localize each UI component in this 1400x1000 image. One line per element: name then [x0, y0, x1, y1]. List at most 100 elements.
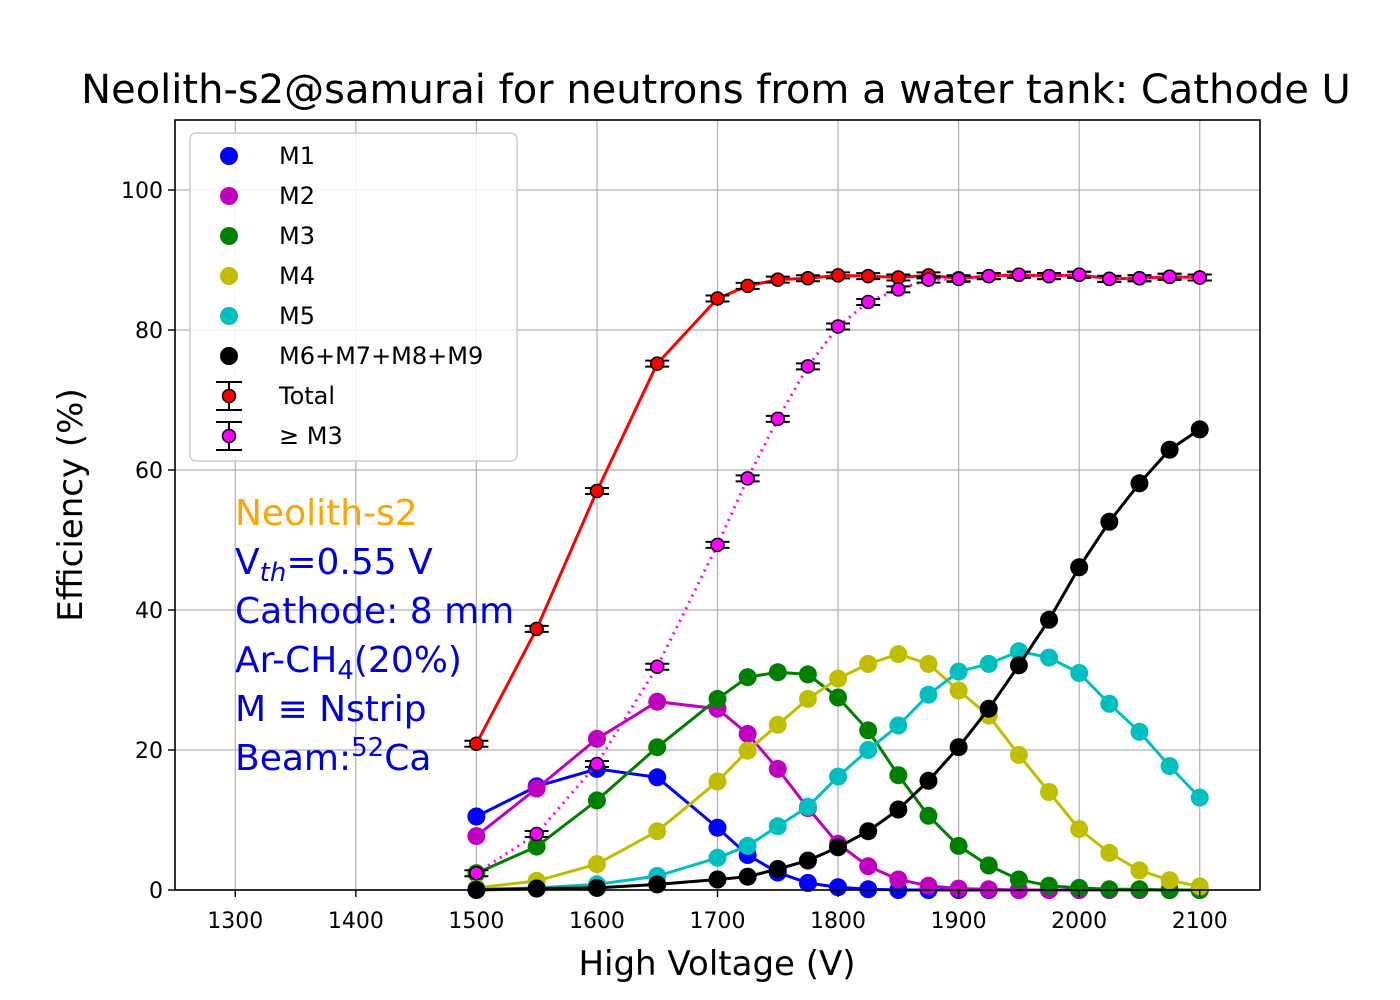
- data-point: [859, 822, 878, 841]
- data-point: [740, 471, 755, 486]
- data-point: [979, 699, 998, 718]
- data-point: [648, 875, 667, 894]
- legend-marker: [220, 267, 238, 285]
- data-point: [1160, 757, 1179, 776]
- annotation-gas-pre: Ar-CH: [235, 640, 337, 681]
- data-point: [829, 767, 848, 786]
- data-point: [1100, 694, 1119, 713]
- annotation-vth-value: =0.55 V: [286, 542, 433, 583]
- series-layer: [464, 267, 1212, 899]
- y-tick-label: 80: [135, 319, 163, 344]
- data-point: [949, 681, 968, 700]
- x-tick-label: 2000: [1051, 909, 1107, 934]
- data-point: [949, 879, 968, 898]
- series-m3: [467, 663, 1209, 899]
- data-point: [889, 800, 908, 819]
- x-axis-title: High Voltage (V): [578, 944, 855, 984]
- x-tick-label: 1300: [207, 909, 263, 934]
- x-tick-label: 1500: [448, 909, 504, 934]
- legend-entry-total: Total: [216, 381, 335, 411]
- chart-title: Neolith-s2@samurai for neutrons from a w…: [81, 67, 1351, 113]
- data-point: [1070, 664, 1089, 682]
- annotation-vth-base: V: [235, 542, 260, 583]
- data-point: [708, 818, 727, 837]
- legend-marker: [220, 307, 238, 325]
- legend-label: Total: [278, 382, 335, 410]
- annotation-vth-sub: th: [260, 558, 287, 588]
- data-point: [798, 665, 817, 684]
- data-point: [949, 662, 968, 681]
- data-point: [1009, 656, 1028, 675]
- data-point: [1040, 876, 1059, 895]
- data-point: [1040, 783, 1059, 801]
- data-point: [829, 688, 848, 707]
- data-point: [710, 537, 725, 553]
- data-point: [587, 791, 606, 810]
- data-point: [860, 268, 876, 284]
- y-tick-label: 40: [135, 599, 163, 624]
- data-point: [738, 724, 757, 743]
- data-point: [859, 721, 878, 740]
- data-point: [467, 807, 486, 826]
- data-point: [527, 837, 546, 856]
- data-point: [829, 878, 848, 897]
- data-point: [708, 689, 727, 708]
- data-point: [889, 870, 908, 889]
- data-point: [649, 356, 665, 371]
- legend-label: M1: [279, 142, 315, 170]
- data-point: [919, 876, 938, 895]
- data-point: [1070, 878, 1089, 897]
- x-tick-label: 1800: [810, 909, 866, 934]
- data-point: [1041, 268, 1057, 284]
- data-point: [951, 271, 966, 287]
- annotation-detector: Neolith-s2: [235, 493, 418, 534]
- legend-entry-m4: M4: [220, 262, 315, 290]
- data-point: [527, 879, 546, 898]
- data-point: [1132, 270, 1147, 286]
- y-tick-label: 20: [135, 739, 163, 764]
- legend-label: ≥ M3: [279, 422, 343, 450]
- legend-label: M2: [279, 182, 315, 210]
- data-point: [891, 270, 906, 285]
- data-point: [860, 294, 876, 310]
- data-point: [469, 865, 484, 881]
- grid-lines: [175, 120, 1260, 891]
- legend: M1 M2 M3 M4 M5 M6+M7+M8+M9 Total ≥ M3: [189, 132, 518, 462]
- series-m4: [467, 645, 1209, 897]
- x-tick-label: 2100: [1172, 909, 1228, 934]
- data-point: [830, 268, 846, 283]
- data-point: [529, 621, 544, 637]
- data-point: [798, 874, 817, 892]
- annotation-gas-sub: 4: [337, 656, 354, 686]
- data-point: [889, 645, 908, 664]
- legend-entry-m3: ≥ M3: [216, 421, 343, 451]
- legend-entry-m1: M1: [220, 142, 315, 170]
- data-point: [1070, 820, 1089, 839]
- legend-label: M6+M7+M8+M9: [279, 342, 483, 370]
- data-point: [708, 772, 727, 791]
- data-point: [919, 654, 938, 673]
- data-point: [648, 768, 667, 787]
- data-point: [1040, 610, 1059, 629]
- data-point: [919, 771, 938, 790]
- data-point: [1130, 722, 1149, 741]
- data-point: [798, 689, 817, 708]
- data-point: [800, 270, 816, 286]
- data-point: [740, 278, 755, 294]
- data-point: [859, 857, 878, 876]
- data-point: [587, 729, 606, 748]
- annotation-gas: Ar-CH4(20%): [235, 640, 462, 686]
- legend-entry-m5: M5: [220, 302, 315, 330]
- data-point: [738, 741, 757, 760]
- data-point: [1130, 474, 1149, 493]
- data-point: [1100, 512, 1119, 531]
- data-point: [469, 736, 484, 751]
- data-point: [891, 282, 906, 297]
- data-point: [1009, 870, 1028, 889]
- data-point: [1192, 270, 1207, 285]
- data-point: [768, 817, 787, 836]
- legend-label: M4: [279, 262, 315, 290]
- annotation-cathode: Cathode: 8 mm: [235, 591, 514, 632]
- axis-ticks: 1300 1400 1500 1600 1700 1800 1900 2000 2100 0 20 4…: [121, 179, 1228, 934]
